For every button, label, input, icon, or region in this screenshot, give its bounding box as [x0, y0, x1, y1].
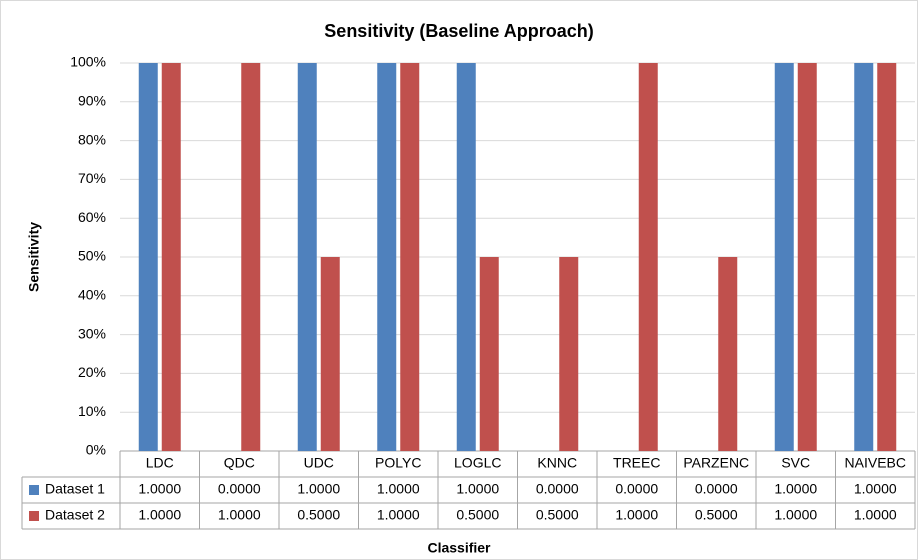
- legend-key: [29, 485, 39, 495]
- y-tick-label: 40%: [78, 287, 106, 303]
- table-value: 1.0000: [456, 481, 499, 497]
- y-tick-label: 0%: [86, 442, 106, 458]
- x-tick-label: LOGLC: [454, 455, 501, 471]
- x-axis-label: Classifier: [427, 540, 491, 556]
- y-tick-label: 90%: [78, 93, 106, 109]
- bar: [479, 257, 499, 451]
- bar: [797, 63, 817, 451]
- table-value: 0.0000: [218, 481, 261, 497]
- table-value: 1.0000: [774, 507, 817, 523]
- table-value: 0.5000: [297, 507, 340, 523]
- x-tick-label: LDC: [146, 455, 174, 471]
- x-tick-label: UDC: [304, 455, 334, 471]
- x-tick-label: NAIVEBC: [845, 455, 906, 471]
- table-value: 0.0000: [536, 481, 579, 497]
- y-tick-label: 50%: [78, 248, 106, 264]
- y-tick-label: 20%: [78, 364, 106, 380]
- table-value: 1.0000: [218, 507, 261, 523]
- table-value: 1.0000: [615, 507, 658, 523]
- y-tick-label: 100%: [70, 54, 106, 70]
- table-value: 0.5000: [456, 507, 499, 523]
- bar: [400, 63, 420, 451]
- table-value: 0.0000: [615, 481, 658, 497]
- x-tick-label: POLYC: [375, 455, 421, 471]
- bar: [638, 63, 658, 451]
- bar: [241, 63, 261, 451]
- x-tick-label: QDC: [224, 455, 255, 471]
- bar: [138, 63, 158, 451]
- table-value: 1.0000: [854, 481, 897, 497]
- bar: [877, 63, 897, 451]
- bar: [854, 63, 874, 451]
- bar: [377, 63, 397, 451]
- y-tick-label: 80%: [78, 131, 106, 147]
- table-value: 1.0000: [377, 507, 420, 523]
- bar: [718, 257, 738, 451]
- x-tick-label: PARZENC: [683, 455, 749, 471]
- table-value: 1.0000: [138, 507, 181, 523]
- bar: [456, 63, 476, 451]
- bar: [774, 63, 794, 451]
- table-value: 0.0000: [695, 481, 738, 497]
- x-tick-label: TREEC: [613, 455, 660, 471]
- table-value: 1.0000: [377, 481, 420, 497]
- table-value: 0.5000: [695, 507, 738, 523]
- y-axis-label: Sensitivity: [26, 222, 42, 292]
- y-tick-label: 10%: [78, 403, 106, 419]
- bar: [297, 63, 317, 451]
- bar: [320, 257, 340, 451]
- x-tick-label: KNNC: [537, 455, 577, 471]
- x-tick-label: SVC: [781, 455, 810, 471]
- table-value: 1.0000: [297, 481, 340, 497]
- bar: [161, 63, 181, 451]
- y-tick-label: 30%: [78, 325, 106, 341]
- y-tick-label: 60%: [78, 209, 106, 225]
- table-value: 1.0000: [854, 507, 897, 523]
- y-tick-label: 70%: [78, 170, 106, 186]
- bar: [559, 257, 579, 451]
- legend-label: Dataset 2: [45, 507, 105, 523]
- table-value: 1.0000: [774, 481, 817, 497]
- table-value: 0.5000: [536, 507, 579, 523]
- legend-label: Dataset 1: [45, 481, 105, 497]
- chart-title: Sensitivity (Baseline Approach): [324, 21, 593, 41]
- table-value: 1.0000: [138, 481, 181, 497]
- legend-key: [29, 511, 39, 521]
